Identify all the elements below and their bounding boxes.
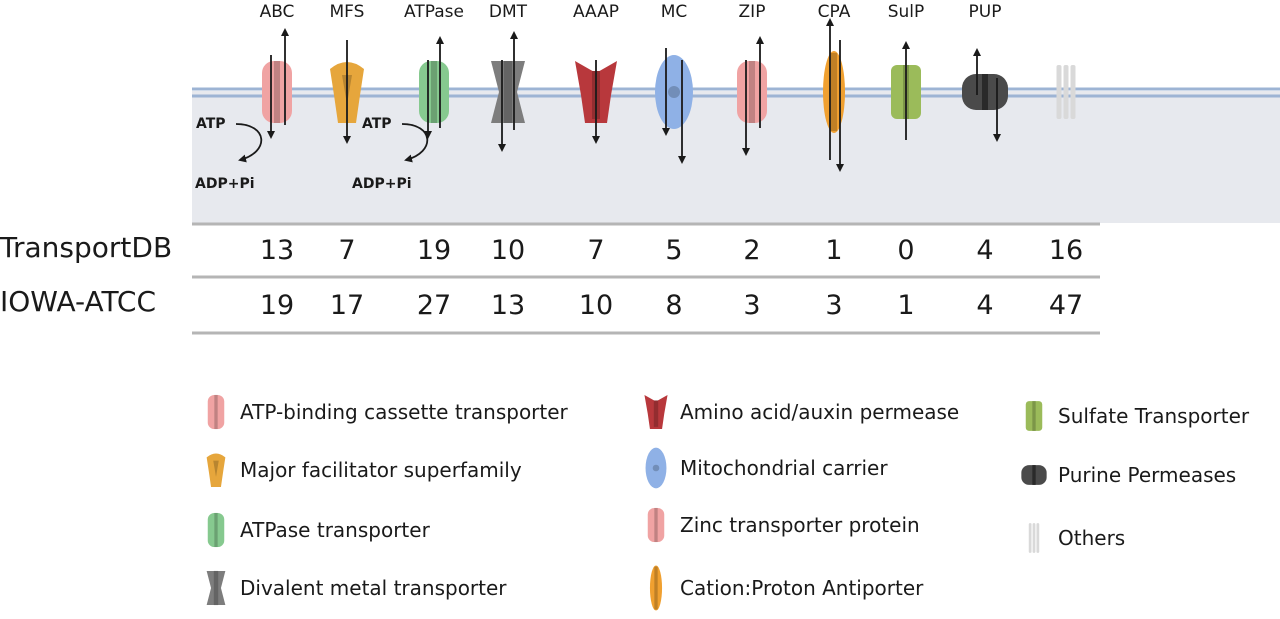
aaap-legend-icon [644, 394, 668, 430]
table-cell: 3 [743, 290, 760, 321]
sulp-legend-icon [1025, 401, 1043, 431]
aaap-transporter-icon [575, 60, 617, 144]
table-cell: 1 [897, 290, 914, 321]
cpa-legend-icon [649, 565, 663, 611]
mfs-legend-icon [206, 453, 226, 488]
table-cell: 10 [579, 290, 613, 321]
row-label-iowa-atcc: IOWA-ATCC [0, 285, 156, 318]
atp-label-atpase: ATP [362, 116, 392, 132]
table-cell: 19 [260, 290, 294, 321]
table-cell: 19 [417, 235, 451, 266]
table-cell: 13 [491, 290, 525, 321]
adp-label-atpase: ADP+Pi [352, 176, 412, 192]
family-label-mfs: MFS [330, 2, 365, 22]
mc-legend-icon [645, 447, 667, 489]
legend-label-atpase: ATPase transporter [240, 518, 431, 542]
table-cell: 2 [743, 235, 760, 266]
cpa-transporter-icon [823, 18, 845, 172]
legend-label-sulp: Sulfate Transporter [1058, 404, 1250, 428]
legend-label-mfs: Major facilitator superfamily [240, 458, 522, 482]
legend-label-pup: Purine Permeases [1058, 463, 1236, 487]
atp-curve-arrow-atpase [401, 123, 429, 163]
legend-label-cpa: Cation:Proton Antiporter [680, 576, 924, 600]
table-cell: 4 [976, 235, 993, 266]
zip-transporter-icon [737, 36, 767, 156]
dmt-transporter-icon [491, 31, 525, 152]
legend-label-zip: Zinc transporter protein [680, 513, 920, 537]
dmt-legend-icon [206, 570, 226, 606]
legend-label-others: Others [1058, 526, 1125, 550]
pup-transporter-icon [962, 48, 1008, 142]
row-label-transportdb: TransportDB [0, 231, 172, 264]
adp-label-abc: ADP+Pi [195, 176, 255, 192]
family-label-sulp: SulP [888, 2, 925, 22]
mc-transporter-icon [655, 48, 693, 164]
table-cell: 0 [897, 235, 914, 266]
atp-label-abc: ATP [196, 116, 226, 132]
abc-transporter-icon [262, 28, 292, 139]
family-label-pup: PUP [969, 2, 1002, 22]
table-cell: 16 [1049, 235, 1083, 266]
table-cell: 7 [338, 235, 355, 266]
others-legend-icon [1028, 523, 1040, 553]
family-label-mc: MC [661, 2, 688, 22]
atpase-legend-icon [207, 512, 225, 548]
family-label-dmt: DMT [489, 2, 528, 22]
others-transporter-icon [1056, 65, 1076, 119]
table-cell: 8 [665, 290, 682, 321]
sulp-transporter-icon [891, 41, 921, 140]
family-label-cpa: CPA [818, 2, 851, 22]
pup-legend-icon [1021, 465, 1047, 485]
table-cell: 1 [825, 235, 842, 266]
family-label-aaap: AAAP [573, 2, 619, 22]
legend: ATP-binding cassette transporter Major fa… [206, 394, 1250, 611]
table-cell: 5 [665, 235, 682, 266]
family-label-abc: ABC [260, 2, 295, 22]
family-label-atpase: ATPase [404, 2, 464, 22]
cytoplasm-region [192, 91, 1280, 223]
family-label-zip: ZIP [739, 2, 766, 22]
table-cell: 7 [587, 235, 604, 266]
table-cell: 3 [825, 290, 842, 321]
table-cell: 13 [260, 235, 294, 266]
legend-label-aaap: Amino acid/auxin permease [680, 400, 959, 424]
legend-label-abc: ATP-binding cassette transporter [240, 400, 569, 424]
legend-label-mc: Mitochondrial carrier [680, 456, 888, 480]
zip-legend-icon [647, 507, 665, 543]
table-cell: 47 [1049, 290, 1083, 321]
table-cell: 10 [491, 235, 525, 266]
atp-curve-arrow-abc [235, 123, 263, 163]
abc-legend-icon [207, 394, 225, 430]
table-cell: 4 [976, 290, 993, 321]
mfs-transporter-icon [330, 40, 364, 144]
table-cell: 27 [417, 290, 451, 321]
atpase-transporter-icon [419, 36, 449, 139]
table-cell: 17 [330, 290, 364, 321]
legend-label-dmt: Divalent metal transporter [240, 576, 507, 600]
